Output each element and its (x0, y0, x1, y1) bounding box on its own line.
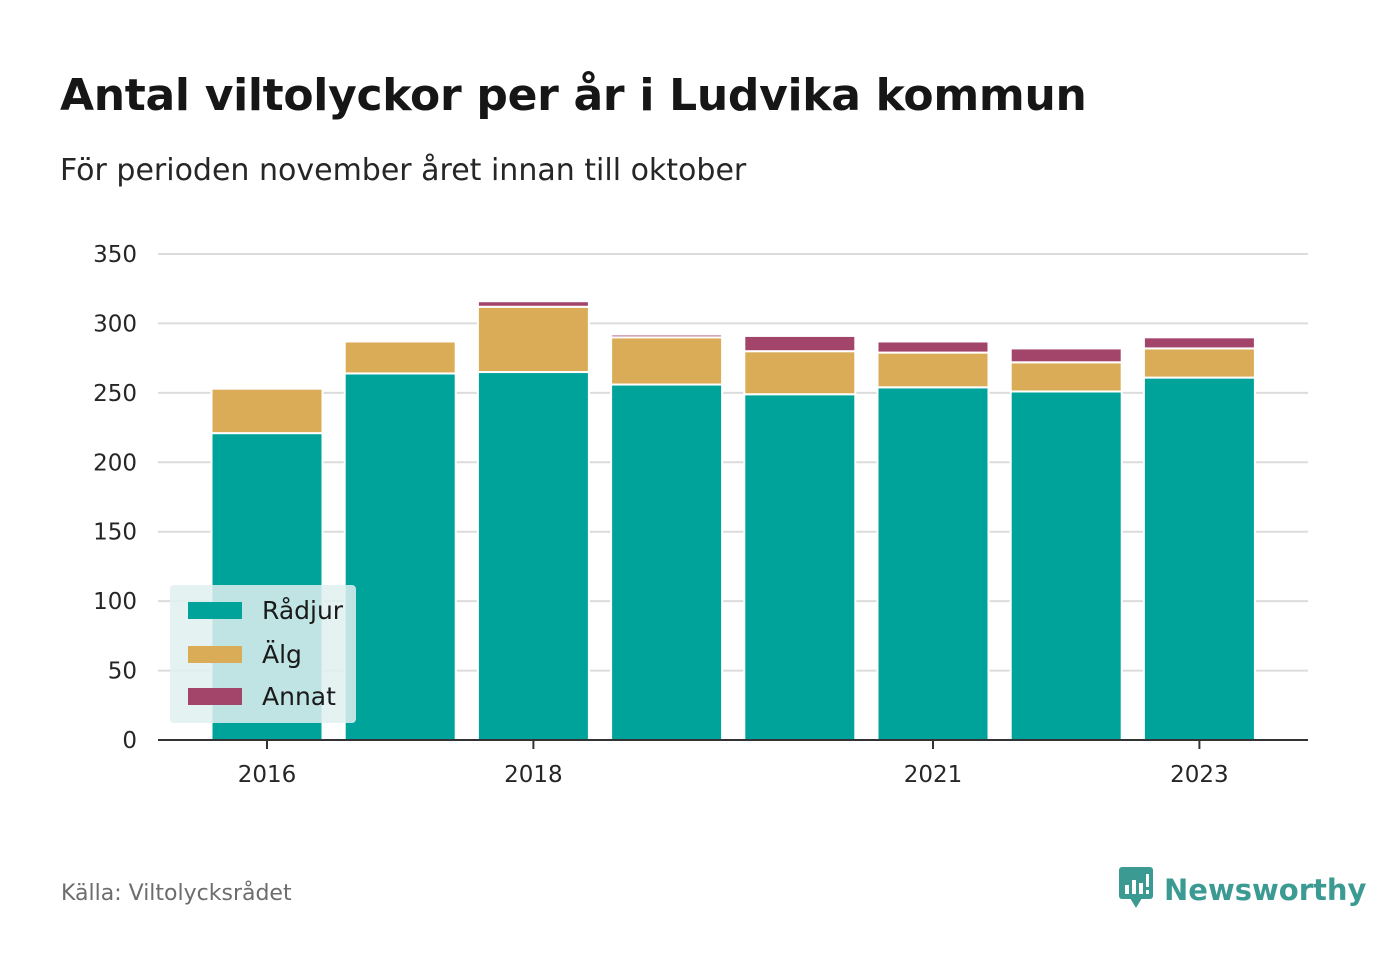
bar-rådjur-2018 (476, 371, 590, 741)
bar-rådjur-2020 (743, 393, 857, 741)
legend-item-alg: Älg (188, 639, 302, 669)
y-tick-label-200: 200 (93, 450, 137, 476)
bar-annat-2018 (476, 300, 590, 308)
x-tick-label-2023: 2023 (1170, 762, 1229, 788)
legend-label-radjur: Rådjur (262, 595, 344, 625)
legend-label-annat: Annat (262, 681, 336, 711)
bar-älg-2018 (476, 305, 590, 374)
y-tick-label-250: 250 (93, 381, 137, 407)
bar-rådjur-2021 (876, 386, 990, 741)
bar-rådjur-2022 (1009, 390, 1123, 741)
chart-legend: Rådjur Älg Annat (170, 585, 356, 723)
y-tick-label-100: 100 (93, 589, 137, 615)
legend-item-radjur: Rådjur (188, 595, 343, 625)
bar-annat-2023 (1142, 336, 1256, 350)
x-tick-label-2016: 2016 (238, 762, 297, 788)
bar-älg-2017 (343, 340, 457, 375)
legend-swatch-alg (188, 645, 242, 663)
newsworthy-logo-icon (1118, 866, 1154, 914)
bar-annat-2019 (610, 333, 724, 339)
y-tick-label-150: 150 (93, 520, 137, 546)
bar-rådjur-2023 (1142, 376, 1256, 741)
bar-älg-2022 (1009, 361, 1123, 393)
brand-name: Newsworthy (1164, 873, 1367, 907)
y-tick-label-0: 0 (122, 728, 137, 754)
bar-älg-2020 (743, 350, 857, 396)
bar-älg-2019 (610, 336, 724, 386)
bar-rådjur-2017 (343, 372, 457, 741)
source-note: Källa: Viltolycksrådet (61, 881, 292, 906)
brand-logo[interactable]: Newsworthy (1118, 866, 1366, 914)
bar-annat-2021 (876, 340, 990, 354)
bar-älg-2021 (876, 351, 990, 389)
bar-annat-2022 (1009, 347, 1123, 364)
legend-swatch-annat (188, 687, 242, 705)
bar-älg-2023 (1142, 347, 1256, 379)
bar-annat-2020 (743, 334, 857, 353)
y-tick-label-350: 350 (93, 242, 137, 268)
chart-title: Antal viltolyckor per år i Ludvika kommu… (60, 70, 1087, 121)
y-tick-label-50: 50 (108, 659, 137, 685)
bar-rådjur-2019 (610, 383, 724, 741)
legend-swatch-radjur (188, 601, 242, 619)
bar-älg-2016 (210, 387, 324, 435)
y-tick-label-300: 300 (93, 311, 137, 337)
legend-item-annat: Annat (188, 681, 336, 711)
chart-subtitle: För perioden november året innan till ok… (60, 153, 747, 188)
x-tick-label-2018: 2018 (504, 762, 563, 788)
x-tick-label-2021: 2021 (904, 762, 963, 788)
legend-label-alg: Älg (262, 639, 302, 669)
